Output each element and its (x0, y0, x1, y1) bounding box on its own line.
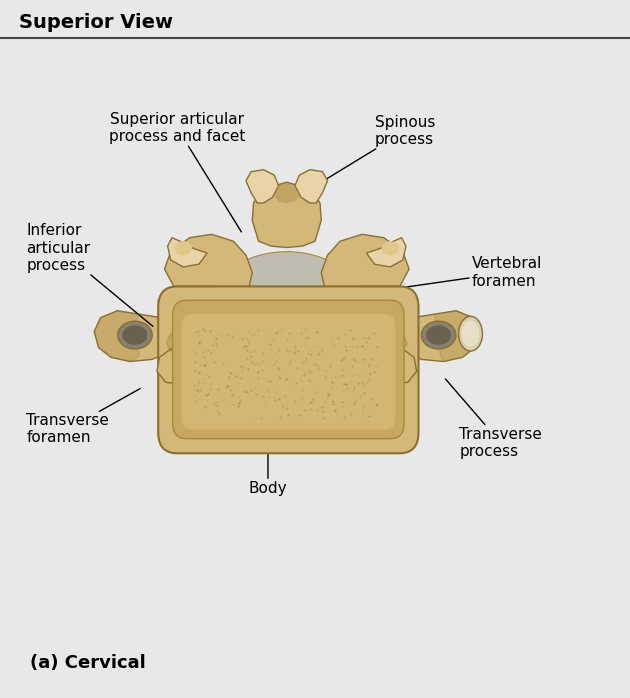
Text: Superior View: Superior View (19, 13, 173, 31)
Polygon shape (321, 235, 409, 290)
Polygon shape (94, 311, 180, 362)
Text: Transverse
foramen: Transverse foramen (26, 389, 140, 445)
Ellipse shape (421, 321, 456, 349)
Text: Inferior
articular
process: Inferior articular process (26, 223, 153, 327)
Text: Superior articular
process and facet: Superior articular process and facet (109, 112, 245, 232)
Polygon shape (168, 238, 207, 267)
Polygon shape (166, 328, 187, 353)
Polygon shape (386, 328, 407, 353)
FancyBboxPatch shape (181, 314, 395, 430)
Polygon shape (164, 235, 252, 290)
Polygon shape (367, 238, 406, 267)
Ellipse shape (175, 242, 192, 255)
Text: Body: Body (249, 432, 287, 496)
Ellipse shape (215, 252, 359, 349)
Ellipse shape (382, 242, 399, 255)
Ellipse shape (426, 325, 451, 345)
Polygon shape (393, 311, 479, 362)
Text: Spinous
process: Spinous process (324, 115, 435, 181)
Polygon shape (246, 170, 278, 203)
Ellipse shape (122, 325, 147, 345)
Text: Transverse
process: Transverse process (445, 379, 542, 459)
Ellipse shape (118, 321, 152, 349)
Polygon shape (295, 170, 328, 203)
Polygon shape (94, 311, 139, 362)
Polygon shape (252, 182, 321, 248)
FancyBboxPatch shape (173, 300, 404, 438)
Text: Vertebral
foramen: Vertebral foramen (365, 256, 542, 293)
Polygon shape (434, 311, 479, 362)
Polygon shape (157, 348, 195, 384)
Text: (a) Cervical: (a) Cervical (30, 654, 146, 672)
Ellipse shape (459, 316, 483, 351)
FancyBboxPatch shape (158, 286, 418, 453)
Polygon shape (379, 348, 416, 384)
Polygon shape (274, 182, 299, 203)
Polygon shape (369, 286, 415, 335)
Ellipse shape (462, 320, 479, 347)
Polygon shape (158, 286, 205, 335)
